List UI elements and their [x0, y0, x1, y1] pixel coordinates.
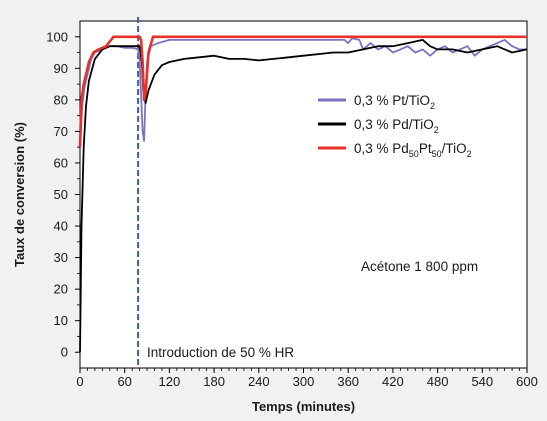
y-tick-label-10: 100: [46, 29, 68, 44]
y-tick-label-6: 60: [54, 155, 68, 170]
x-tick-label-7: 420: [382, 374, 404, 389]
x-tick-label-0: 0: [76, 374, 83, 389]
y-tick-label-8: 80: [54, 92, 68, 107]
x-tick-label-8: 480: [427, 374, 449, 389]
x-tick-label-4: 240: [248, 374, 270, 389]
y-tick-label-2: 20: [54, 282, 68, 297]
y-tick-label-0: 0: [61, 345, 68, 360]
x-tick-label-5: 300: [293, 374, 315, 389]
x-tick-label-9: 540: [471, 374, 493, 389]
annotation-humidity: Introduction de 50 % HR: [147, 345, 294, 360]
y-tick-label-7: 70: [54, 124, 68, 139]
x-tick-label-10: 600: [516, 374, 538, 389]
annotation-solvent: Acétone 1 800 ppm: [361, 259, 478, 274]
y-tick-label-5: 50: [54, 187, 68, 202]
y-tick-label-9: 90: [54, 61, 68, 76]
x-tick-label-3: 180: [203, 374, 225, 389]
y-tick-label-3: 30: [54, 250, 68, 265]
x-tick-label-1: 60: [117, 374, 131, 389]
x-tick-label-2: 120: [159, 374, 181, 389]
y-tick-label-4: 40: [54, 219, 68, 234]
x-axis-label: Temps (minutes): [252, 399, 355, 414]
x-tick-label-6: 360: [337, 374, 359, 389]
y-tick-label-1: 10: [54, 313, 68, 328]
y-axis-label: Taux de conversion (%): [12, 122, 27, 267]
